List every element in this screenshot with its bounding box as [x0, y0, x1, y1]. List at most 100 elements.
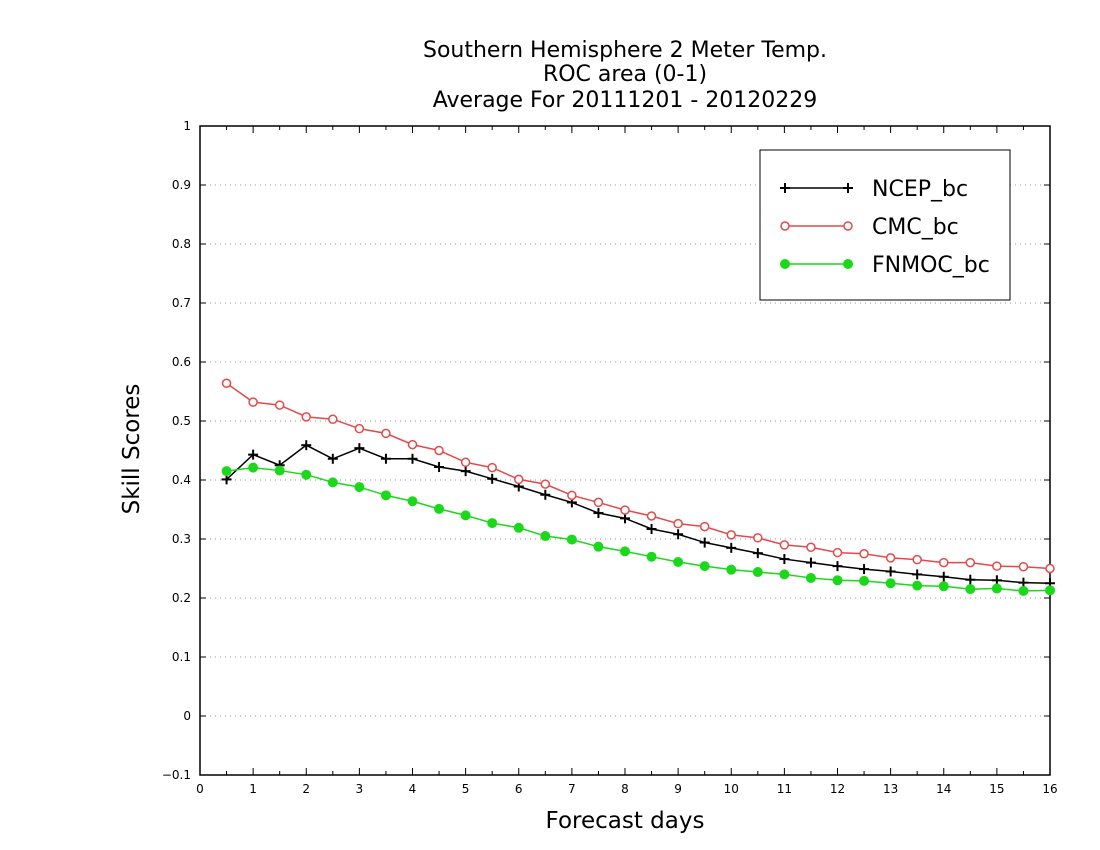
y-tick-label: 0.7 — [172, 296, 191, 310]
x-tick-label: 14 — [936, 782, 951, 796]
data-point — [1045, 563, 1055, 574]
data-point — [805, 557, 816, 568]
y-tick-label: 0.6 — [172, 355, 191, 369]
x-axis-label: Forecast days — [545, 808, 705, 834]
data-point — [327, 477, 338, 488]
data-point — [301, 469, 312, 480]
x-tick-label: 3 — [356, 782, 364, 796]
y-tick-label: 0.8 — [172, 237, 191, 251]
x-tick-label: 8 — [621, 782, 629, 796]
legend-marker — [843, 259, 853, 269]
x-tick-label: 15 — [989, 782, 1004, 796]
x-tick-label: 12 — [830, 782, 845, 796]
legend-entry-CMC_bc: CMC_bc — [780, 215, 959, 240]
legend-entry-NCEP_bc: NCEP_bc — [780, 177, 968, 202]
data-point — [673, 518, 683, 529]
data-point — [992, 561, 1002, 571]
data-point — [221, 378, 232, 388]
x-tick-label: 4 — [409, 782, 417, 796]
data-point — [1018, 561, 1029, 572]
data-point — [912, 569, 923, 580]
data-point — [354, 423, 365, 434]
data-point — [407, 439, 418, 450]
data-point — [434, 503, 445, 514]
data-point — [593, 541, 604, 552]
y-tick-label: −0.1 — [162, 768, 191, 782]
data-point — [832, 547, 843, 558]
grid-lines — [200, 184, 1050, 717]
x-tick-label: 5 — [462, 782, 470, 796]
data-point — [912, 554, 922, 565]
data-point — [965, 574, 976, 585]
data-point — [460, 457, 471, 468]
data-point — [620, 513, 630, 524]
legend: NCEP_bc CMC_bc FNMOC_bc — [759, 149, 1011, 301]
data-point — [540, 479, 551, 489]
chart-title-line-1: Southern Hemisphere 2 Meter Temp. — [422, 38, 827, 63]
data-point — [301, 440, 312, 451]
data-point — [832, 575, 843, 586]
data-point — [540, 531, 551, 542]
data-point — [965, 584, 976, 595]
x-tick-label: 11 — [777, 782, 792, 796]
data-point — [646, 511, 657, 521]
data-point — [991, 583, 1002, 594]
y-tick-label: 0.1 — [172, 650, 191, 664]
y-tick-label: 1 — [183, 119, 191, 133]
series-NCEP_bc — [221, 440, 1055, 589]
data-point — [381, 428, 391, 439]
data-point — [487, 518, 498, 529]
data-point — [593, 497, 604, 508]
y-tick-label: 0.3 — [172, 532, 191, 546]
data-point — [939, 557, 949, 568]
data-point — [380, 490, 391, 501]
y-tick-label: 0.5 — [172, 414, 191, 428]
data-point — [912, 580, 923, 591]
data-point — [1045, 585, 1055, 596]
y-tick-label: 0.4 — [172, 473, 191, 487]
x-tick-label: 7 — [568, 782, 576, 796]
data-point — [354, 443, 365, 454]
data-point — [805, 572, 816, 583]
legend-entry-FNMOC_bc: FNMOC_bc — [780, 253, 990, 278]
data-point — [274, 400, 285, 410]
data-point — [460, 510, 471, 521]
series-line — [226, 382, 1051, 570]
series-CMC_bc — [221, 378, 1055, 574]
data-point — [885, 578, 896, 589]
legend-label: FNMOC_bc — [872, 253, 990, 278]
data-point — [938, 571, 949, 582]
data-point — [460, 466, 471, 477]
data-point — [593, 508, 604, 519]
chart-title-line-3: Average For 20111201 - 20120229 — [432, 88, 818, 113]
data-point — [1018, 585, 1029, 596]
data-point — [380, 453, 391, 464]
data-point — [487, 462, 497, 473]
data-point — [566, 534, 577, 545]
y-tick-label: 0.9 — [172, 178, 191, 192]
axis-ticks: −0.100.10.20.30.40.50.60.70.80.910 1 2 3 4 5 6… — [162, 119, 1058, 796]
y-tick-label: 0 — [183, 709, 191, 723]
x-tick-label: 9 — [674, 782, 682, 796]
legend-marker — [843, 221, 853, 231]
data-point — [487, 473, 498, 484]
series-line — [226, 444, 1051, 584]
data-point — [726, 564, 737, 575]
series-group — [221, 378, 1055, 596]
data-point — [885, 566, 896, 577]
data-point — [328, 414, 338, 424]
y-axis-label: Skill Scores — [119, 383, 145, 515]
data-point — [753, 533, 763, 543]
data-point — [859, 549, 869, 559]
x-tick-label: 16 — [1042, 782, 1057, 796]
series-line — [226, 466, 1051, 592]
x-tick-label: 10 — [724, 782, 739, 796]
legend-marker — [780, 183, 790, 193]
legend-label: CMC_bc — [872, 215, 959, 240]
data-point — [779, 540, 790, 550]
legend-box — [759, 149, 1011, 301]
data-point — [938, 581, 949, 592]
data-point — [752, 548, 763, 559]
data-point — [620, 505, 630, 515]
legend-marker — [780, 221, 790, 231]
